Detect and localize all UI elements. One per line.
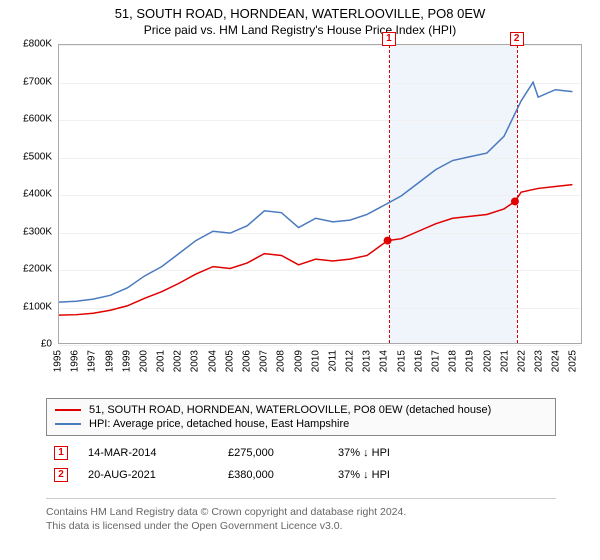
x-tick-label: 2008 bbox=[276, 350, 287, 372]
x-tick-label: 1998 bbox=[104, 350, 115, 372]
sales-price: £275,000 bbox=[228, 447, 338, 459]
legend-swatch bbox=[55, 423, 81, 425]
footer-line-2: This data is licensed under the Open Gov… bbox=[46, 519, 556, 533]
x-tick-label: 1997 bbox=[87, 350, 98, 372]
x-tick-label: 2002 bbox=[173, 350, 184, 372]
x-tick-label: 2012 bbox=[345, 350, 356, 372]
sale-dot bbox=[384, 237, 392, 245]
x-tick-label: 2018 bbox=[448, 350, 459, 372]
footer: Contains HM Land Registry data © Crown c… bbox=[46, 498, 556, 533]
footer-line-1: Contains HM Land Registry data © Crown c… bbox=[46, 505, 556, 519]
legend: 51, SOUTH ROAD, HORNDEAN, WATERLOOVILLE,… bbox=[46, 398, 556, 436]
x-axis-ticks: 1995199619971998199920002001200220032004… bbox=[58, 346, 582, 382]
x-tick-label: 1999 bbox=[121, 350, 132, 372]
sales-price: £380,000 bbox=[228, 469, 338, 481]
sales-row: 1 14-MAR-2014£275,00037% ↓ HPI bbox=[46, 442, 556, 464]
y-tick-label: £200K bbox=[23, 264, 52, 275]
x-tick-label: 2020 bbox=[482, 350, 493, 372]
sales-marker: 2 bbox=[54, 468, 68, 482]
y-tick-label: £500K bbox=[23, 151, 52, 162]
legend-swatch bbox=[55, 409, 81, 411]
line-layer bbox=[59, 45, 581, 343]
series-hpi bbox=[59, 82, 572, 302]
x-tick-label: 2023 bbox=[534, 350, 545, 372]
x-tick-label: 2021 bbox=[499, 350, 510, 372]
x-tick-label: 2000 bbox=[138, 350, 149, 372]
y-tick-label: £0 bbox=[41, 339, 52, 350]
x-tick-label: 2025 bbox=[568, 350, 579, 372]
y-tick-label: £400K bbox=[23, 189, 52, 200]
x-tick-label: 2005 bbox=[224, 350, 235, 372]
legend-label: 51, SOUTH ROAD, HORNDEAN, WATERLOOVILLE,… bbox=[89, 404, 491, 416]
x-tick-label: 2015 bbox=[396, 350, 407, 372]
sales-marker: 1 bbox=[54, 446, 68, 460]
sales-delta: 37% ↓ HPI bbox=[338, 447, 458, 459]
x-tick-label: 1995 bbox=[53, 350, 64, 372]
y-tick-label: £700K bbox=[23, 76, 52, 87]
legend-label: HPI: Average price, detached house, East… bbox=[89, 418, 349, 430]
x-tick-label: 2024 bbox=[551, 350, 562, 372]
sales-delta: 37% ↓ HPI bbox=[338, 469, 458, 481]
sale-marker-box: 2 bbox=[510, 32, 524, 46]
x-tick-label: 2011 bbox=[327, 350, 338, 372]
plot-area: 12 bbox=[58, 44, 582, 344]
sales-date: 14-MAR-2014 bbox=[88, 447, 228, 459]
chart-container: 51, SOUTH ROAD, HORNDEAN, WATERLOOVILLE,… bbox=[0, 0, 600, 560]
x-tick-label: 1996 bbox=[70, 350, 81, 372]
x-tick-label: 2014 bbox=[379, 350, 390, 372]
sales-table: 1 14-MAR-2014£275,00037% ↓ HPI 2 20-AUG-202… bbox=[46, 442, 556, 486]
chart-area: £0£100K£200K£300K£400K£500K£600K£700K£80… bbox=[10, 44, 590, 384]
series-property bbox=[59, 185, 572, 315]
x-tick-label: 2003 bbox=[190, 350, 201, 372]
sale-dot bbox=[511, 197, 519, 205]
x-tick-label: 2013 bbox=[362, 350, 373, 372]
legend-row: HPI: Average price, detached house, East… bbox=[55, 417, 547, 431]
sale-marker-box: 1 bbox=[382, 32, 396, 46]
x-tick-label: 2007 bbox=[259, 350, 270, 372]
legend-row: 51, SOUTH ROAD, HORNDEAN, WATERLOOVILLE,… bbox=[55, 403, 547, 417]
x-tick-label: 2016 bbox=[413, 350, 424, 372]
x-tick-label: 2004 bbox=[207, 350, 218, 372]
sales-row: 2 20-AUG-2021£380,00037% ↓ HPI bbox=[46, 464, 556, 486]
x-tick-label: 2010 bbox=[310, 350, 321, 372]
y-tick-label: £600K bbox=[23, 114, 52, 125]
title-main: 51, SOUTH ROAD, HORNDEAN, WATERLOOVILLE,… bbox=[0, 6, 600, 21]
x-tick-label: 2019 bbox=[465, 350, 476, 372]
y-tick-label: £100K bbox=[23, 301, 52, 312]
x-tick-label: 2017 bbox=[430, 350, 441, 372]
sales-date: 20-AUG-2021 bbox=[88, 469, 228, 481]
x-tick-label: 2001 bbox=[156, 350, 167, 372]
x-tick-label: 2006 bbox=[241, 350, 252, 372]
y-tick-label: £800K bbox=[23, 39, 52, 50]
x-tick-label: 2022 bbox=[516, 350, 527, 372]
y-tick-label: £300K bbox=[23, 226, 52, 237]
x-tick-label: 2009 bbox=[293, 350, 304, 372]
y-axis-ticks: £0£100K£200K£300K£400K£500K£600K£700K£80… bbox=[10, 44, 56, 344]
